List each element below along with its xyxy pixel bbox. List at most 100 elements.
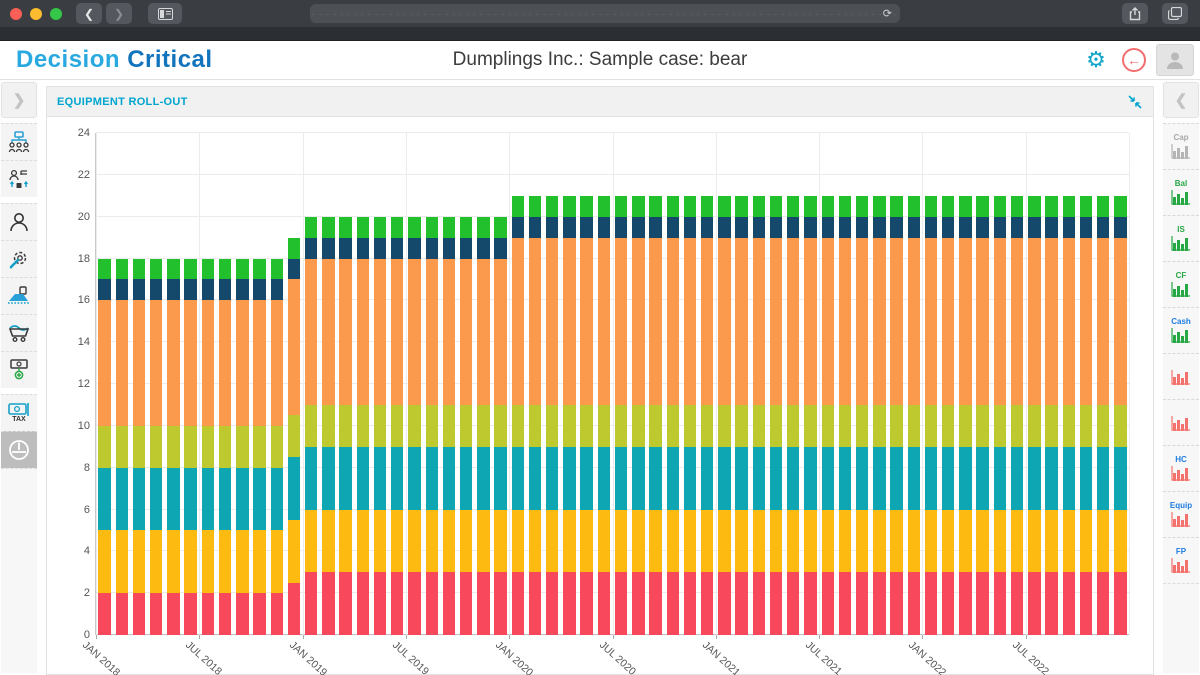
stacked-bar-month-8[interactable] xyxy=(236,258,249,635)
bar-segment-stack-level-3-teal[interactable] xyxy=(546,446,559,510)
bar-segment-stack-level-6-navy[interactable] xyxy=(132,279,146,301)
bar-segment-stack-level-3-teal[interactable] xyxy=(855,446,869,510)
zoom-window-button[interactable] xyxy=(50,7,62,20)
bar-segment-stack-level-1-red[interactable] xyxy=(98,593,111,635)
bar-segment-stack-level-4-olive[interactable] xyxy=(115,425,129,468)
bar-segment-stack-level-2-amber[interactable] xyxy=(976,509,989,573)
bar-segment-stack-level-2-amber[interactable] xyxy=(253,530,266,594)
bar-segment-stack-level-2-amber[interactable] xyxy=(1096,509,1110,573)
bar-segment-stack-level-3-teal[interactable] xyxy=(890,446,903,510)
bar-segment-stack-level-6-navy[interactable] xyxy=(494,237,507,259)
bar-segment-stack-level-5-orange[interactable] xyxy=(425,258,438,405)
stacked-bar-month-49[interactable] xyxy=(942,195,955,635)
bar-segment-stack-level-6-navy[interactable] xyxy=(1079,216,1093,238)
bar-segment-stack-level-2-amber[interactable] xyxy=(666,509,679,573)
bar-segment-stack-level-3-teal[interactable] xyxy=(649,446,662,510)
bar-segment-stack-level-5-orange[interactable] xyxy=(356,258,370,405)
bar-segment-stack-level-5-orange[interactable] xyxy=(322,258,335,405)
bar-segment-stack-level-3-teal[interactable] xyxy=(787,446,800,510)
bar-segment-stack-level-2-amber[interactable] xyxy=(563,509,576,573)
bar-segment-stack-level-6-navy[interactable] xyxy=(391,237,404,259)
bar-segment-stack-level-3-teal[interactable] xyxy=(563,446,576,510)
bar-segment-stack-level-2-amber[interactable] xyxy=(339,509,352,573)
bar-segment-stack-level-4-olive[interactable] xyxy=(391,404,404,447)
bar-segment-stack-level-3-teal[interactable] xyxy=(218,467,232,531)
bar-segment-stack-level-3-teal[interactable] xyxy=(201,467,215,531)
bar-segment-stack-level-5-orange[interactable] xyxy=(890,237,903,405)
bar-segment-stack-level-4-olive[interactable] xyxy=(442,404,456,447)
bar-segment-stack-level-3-teal[interactable] xyxy=(1045,446,1058,510)
bar-segment-stack-level-2-amber[interactable] xyxy=(201,530,215,594)
bar-segment-stack-level-3-teal[interactable] xyxy=(115,467,129,531)
bar-segment-stack-level-1-red[interactable] xyxy=(1062,572,1075,635)
bar-segment-stack-level-7-green[interactable] xyxy=(718,195,731,217)
bar-segment-stack-level-1-red[interactable] xyxy=(1028,572,1041,635)
bar-segment-stack-level-2-amber[interactable] xyxy=(787,509,800,573)
stacked-bar-month-22[interactable] xyxy=(477,216,490,635)
bar-segment-stack-level-2-amber[interactable] xyxy=(614,509,628,573)
bar-segment-stack-level-2-amber[interactable] xyxy=(838,509,852,573)
bar-segment-stack-level-6-navy[interactable] xyxy=(769,216,783,238)
stacked-bar-month-42[interactable] xyxy=(821,195,834,635)
bar-segment-stack-level-3-teal[interactable] xyxy=(442,446,456,510)
bar-segment-stack-level-1-red[interactable] xyxy=(236,593,249,635)
bar-segment-stack-level-6-navy[interactable] xyxy=(1010,216,1024,238)
right-sidebar-collapse-button[interactable]: ❮ xyxy=(1163,82,1199,118)
bar-segment-stack-level-1-red[interactable] xyxy=(821,572,834,635)
browser-back-button[interactable]: ❮ xyxy=(76,3,102,24)
bar-segment-stack-level-3-teal[interactable] xyxy=(253,467,266,531)
bar-segment-stack-level-7-green[interactable] xyxy=(907,195,920,217)
bar-segment-stack-level-1-red[interactable] xyxy=(666,572,679,635)
sidebar-item-procurement[interactable] xyxy=(1,314,37,351)
bar-segment-stack-level-5-orange[interactable] xyxy=(752,237,766,405)
bar-segment-stack-level-1-red[interactable] xyxy=(649,572,662,635)
bar-segment-stack-level-1-red[interactable] xyxy=(1045,572,1058,635)
bar-segment-stack-level-2-amber[interactable] xyxy=(425,509,438,573)
stacked-bar-month-29[interactable] xyxy=(597,195,611,635)
stacked-bar-month-39[interactable] xyxy=(769,195,783,635)
bar-segment-stack-level-3-teal[interactable] xyxy=(804,446,817,510)
bar-segment-stack-level-5-orange[interactable] xyxy=(580,237,593,405)
bar-segment-stack-level-6-navy[interactable] xyxy=(632,216,645,238)
bar-segment-stack-level-4-olive[interactable] xyxy=(821,404,834,447)
bar-segment-stack-level-4-olive[interactable] xyxy=(959,404,972,447)
stacked-bar-month-11[interactable] xyxy=(287,237,301,635)
bar-segment-stack-level-2-amber[interactable] xyxy=(1010,509,1024,573)
bar-segment-stack-level-5-orange[interactable] xyxy=(391,258,404,405)
stacked-bar-month-20[interactable] xyxy=(442,216,456,635)
bar-segment-stack-level-7-green[interactable] xyxy=(597,195,611,217)
bar-segment-stack-level-5-orange[interactable] xyxy=(150,300,163,426)
bar-segment-stack-level-1-red[interactable] xyxy=(597,572,611,635)
bar-segment-stack-level-6-navy[interactable] xyxy=(167,279,180,301)
bar-segment-stack-level-7-green[interactable] xyxy=(477,216,490,238)
bar-segment-stack-level-1-red[interactable] xyxy=(511,572,524,635)
right-sidebar-item-cash[interactable]: Cash xyxy=(1163,307,1199,353)
bar-segment-stack-level-3-teal[interactable] xyxy=(614,446,628,510)
stacked-bar-month-31[interactable] xyxy=(632,195,645,635)
bar-segment-stack-level-1-red[interactable] xyxy=(270,593,283,635)
bar-segment-stack-level-4-olive[interactable] xyxy=(408,404,421,447)
bar-segment-stack-level-6-navy[interactable] xyxy=(976,216,989,238)
stacked-bar-month-26[interactable] xyxy=(546,195,559,635)
bar-segment-stack-level-3-teal[interactable] xyxy=(993,446,1007,510)
bar-segment-stack-level-2-amber[interactable] xyxy=(649,509,662,573)
bar-segment-stack-level-6-navy[interactable] xyxy=(236,279,249,301)
bar-segment-stack-level-7-green[interactable] xyxy=(150,258,163,280)
bar-segment-stack-level-1-red[interactable] xyxy=(305,572,318,635)
stacked-bar-month-9[interactable] xyxy=(253,258,266,635)
bar-segment-stack-level-4-olive[interactable] xyxy=(1096,404,1110,447)
collapse-panel-icon[interactable] xyxy=(1127,94,1143,110)
bar-segment-stack-level-6-navy[interactable] xyxy=(339,237,352,259)
stacked-bar-month-50[interactable] xyxy=(959,195,972,635)
bar-segment-stack-level-2-amber[interactable] xyxy=(494,509,507,573)
bar-segment-stack-level-3-teal[interactable] xyxy=(718,446,731,510)
bar-segment-stack-level-2-amber[interactable] xyxy=(98,530,111,594)
bar-segment-stack-level-3-teal[interactable] xyxy=(408,446,421,510)
bar-segment-stack-level-2-amber[interactable] xyxy=(924,509,938,573)
bar-segment-stack-level-3-teal[interactable] xyxy=(907,446,920,510)
bar-segment-stack-level-4-olive[interactable] xyxy=(942,404,955,447)
bar-segment-stack-level-6-navy[interactable] xyxy=(442,237,456,259)
bar-segment-stack-level-3-teal[interactable] xyxy=(735,446,748,510)
bar-segment-stack-level-5-orange[interactable] xyxy=(563,237,576,405)
bar-segment-stack-level-3-teal[interactable] xyxy=(769,446,783,510)
